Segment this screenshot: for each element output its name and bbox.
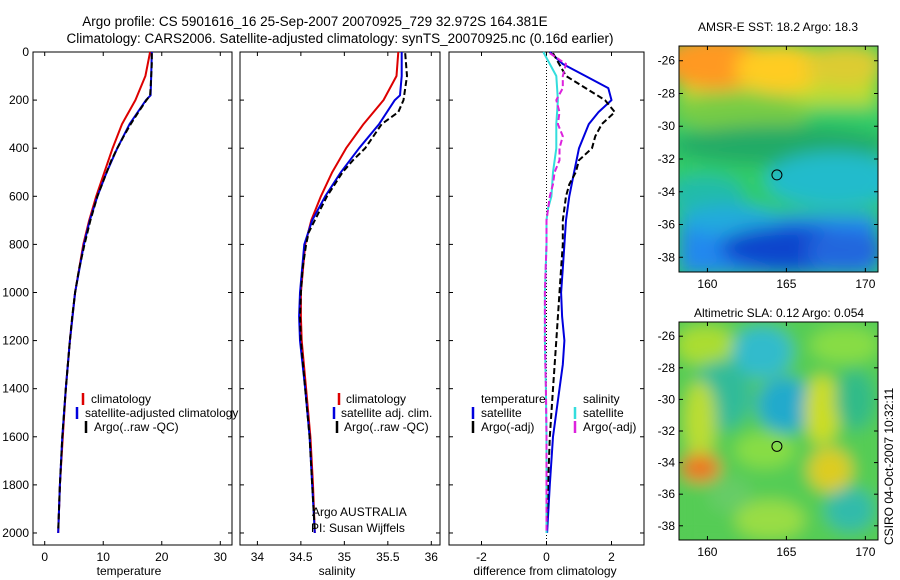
sst-map-title: AMSR-E SST: 18.2 Argo: 18.3 [698, 20, 858, 34]
legend-label-argo-raw: Argo(..raw -QC) [344, 420, 429, 434]
difference-xlabel: difference from climatology [473, 564, 616, 578]
legend-label-temp-satellite: satellite [481, 406, 522, 420]
legend-header-temperature: temperature [481, 392, 546, 406]
y-tick-label: -30 [658, 119, 676, 133]
difference-plot-area: -2 0 2 [448, 51, 645, 564]
legend-label-argo-raw: Argo(..raw -QC) [94, 420, 179, 434]
legend-label-satellite-adjusted: satellite-adjusted climatology [85, 406, 238, 420]
sst-map-axes: -26 -28 -30 -32 -34 -36 -38 160 165 170 [658, 45, 879, 291]
salinity-xlabel: salinity [319, 564, 356, 578]
y-tick-label: -38 [658, 250, 676, 264]
x-tick-label: 160 [697, 545, 717, 559]
y-tick-label: 200 [9, 93, 29, 107]
y-tick-label: -36 [658, 218, 676, 232]
series-line [298, 52, 403, 534]
x-tick-label: 36 [425, 550, 439, 564]
legend-label-temp-argo: Argo(-adj) [481, 420, 534, 434]
series-line [543, 52, 567, 531]
y-tick-label: -34 [658, 456, 676, 470]
y-tick-label: 2000 [2, 526, 29, 540]
x-tick-label: 2 [608, 550, 615, 564]
y-tick-label: 1400 [2, 382, 29, 396]
y-tick-label: -26 [658, 54, 676, 68]
x-tick-label: 165 [776, 277, 796, 291]
y-tick-label: -28 [658, 86, 676, 100]
float-location-marker [771, 440, 783, 452]
temperature-plot-area: 0 200 400 600 800 1000 1200 1400 1600 1800 2000 0 10… [2, 45, 233, 564]
y-tick-label: 0 [22, 45, 29, 59]
salinity-panel: 34 34.5 35 35.5 36 salinity climatology sate… [239, 51, 441, 578]
salinity-legend: climatology satellite adj. clim. Argo(..… [332, 392, 432, 434]
temperature-legend: climatology satellite-adjusted climatolo… [75, 392, 238, 434]
y-tick-label: -38 [658, 519, 676, 533]
x-tick-label: 20 [155, 550, 169, 564]
figure-title-line2: Climatology: CARS2006. Satellite-adjuste… [66, 31, 613, 46]
y-tick-label: 1600 [2, 430, 29, 444]
salinity-plot-area: 34 34.5 35 35.5 36 [239, 51, 441, 564]
x-tick-label: 35 [338, 550, 352, 564]
sst-map-panel: AMSR-E SST: 18.2 Argo: 18.3 -26 -28 -30 -32… [658, 20, 879, 291]
y-tick-label: 800 [9, 237, 29, 251]
y-tick-label: 1000 [2, 285, 29, 299]
y-tick-label: 600 [9, 189, 29, 203]
x-tick-label: 170 [855, 545, 875, 559]
x-tick-label: 0 [543, 550, 550, 564]
y-tick-label: -36 [658, 487, 676, 501]
x-tick-label: 30 [214, 550, 228, 564]
sla-map-axes: -26 -28 -30 -32 -34 -36 -38 160 165 170 [658, 321, 879, 559]
y-tick-label: -32 [658, 424, 676, 438]
y-tick-label: -34 [658, 185, 676, 199]
legend-label-climatology: climatology [91, 392, 151, 406]
legend-header-salinity: salinity [583, 392, 620, 406]
series-line [546, 51, 613, 534]
temperature-panel: 0 200 400 600 800 1000 1200 1400 1600 1800 2000 0 10… [2, 45, 238, 578]
float-location-marker [771, 169, 783, 181]
y-tick-label: -30 [658, 392, 676, 406]
series-line [545, 52, 616, 531]
temperature-xlabel: temperature [97, 564, 162, 578]
plot-frame [32, 51, 233, 546]
sla-map-field [679, 322, 878, 540]
plot-frame [239, 51, 441, 546]
salinity-annotation-line2: PI: Susan Wijffels [311, 521, 405, 535]
sla-map-panel: Altimetric SLA: 0.12 Argo: 0.054 [658, 306, 879, 559]
footer-timestamp: CSIRO 04-Oct-2007 10:32:11 [882, 387, 896, 545]
y-tick-label: 1800 [2, 478, 29, 492]
legend-label-sal-satellite: satellite [583, 406, 624, 420]
y-tick-label: 400 [9, 141, 29, 155]
x-tick-label: 35.5 [376, 550, 400, 564]
sla-map-title: Altimetric SLA: 0.12 Argo: 0.054 [694, 306, 864, 320]
legend-label-sal-argo: Argo(-adj) [583, 420, 636, 434]
x-tick-label: 0 [41, 550, 48, 564]
figure-title-line1: Argo profile: CS 5901616_16 25-Sep-2007 … [82, 14, 547, 29]
x-tick-label: 34.5 [289, 550, 313, 564]
y-tick-label: -26 [658, 329, 676, 343]
series-line [57, 53, 153, 531]
x-tick-label: 160 [697, 277, 717, 291]
y-tick-label: 1200 [2, 334, 29, 348]
sst-map-field [679, 46, 878, 272]
legend-label-satellite-adj: satellite adj. clim. [341, 406, 432, 420]
salinity-annotation-line1: Argo AUSTRALIA [312, 505, 407, 519]
x-tick-label: 10 [97, 550, 111, 564]
y-tick-label: -28 [658, 361, 676, 375]
legend-label-climatology: climatology [346, 392, 406, 406]
x-tick-label: 165 [776, 545, 796, 559]
difference-panel: -2 0 2 difference from climatology tempera… [448, 51, 645, 578]
y-tick-label: -32 [658, 152, 676, 166]
x-tick-label: 34 [251, 550, 265, 564]
x-tick-label: -2 [476, 550, 487, 564]
x-tick-label: 170 [855, 277, 875, 291]
series-line [299, 53, 408, 531]
difference-legend: temperature salinity satellite Argo(-adj… [471, 392, 636, 434]
